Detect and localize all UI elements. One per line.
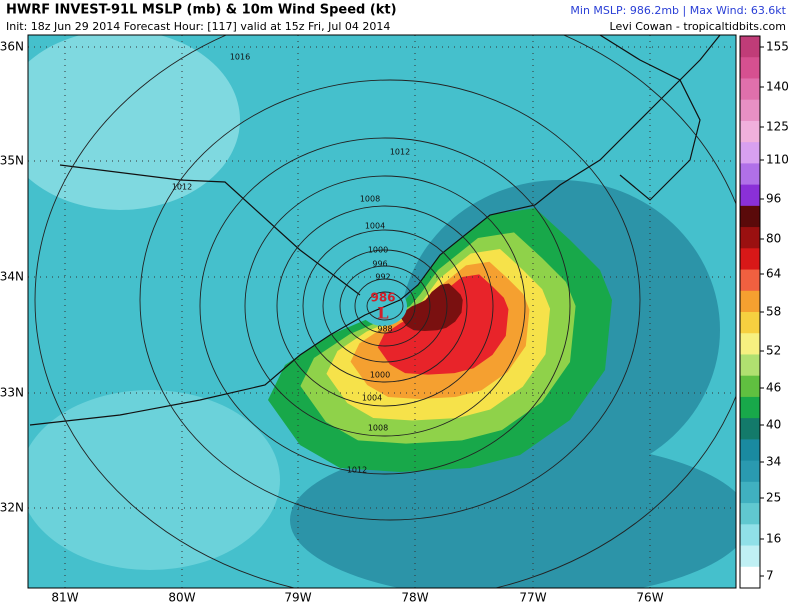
- colorbar-label: 80: [766, 232, 781, 246]
- colorbar-label: 34: [766, 455, 781, 469]
- colorbar-band: [740, 418, 760, 440]
- colorbar-label: 40: [766, 418, 781, 432]
- isobar-label: 1012: [390, 148, 410, 157]
- colorbar-band: [740, 481, 760, 504]
- isobar-label: 1012: [347, 466, 367, 475]
- colorbar-band: [740, 142, 760, 164]
- colorbar-band: [740, 566, 760, 589]
- colorbar-band: [740, 354, 760, 377]
- lon-label: 79W: [284, 591, 311, 605]
- colorbar-band: [740, 78, 760, 101]
- lat-label: 34N: [0, 270, 24, 284]
- center-pressure: 986: [370, 291, 395, 305]
- graticule: [28, 35, 736, 588]
- lat-label: 32N: [0, 501, 24, 515]
- isobar-label: 1000: [368, 246, 388, 255]
- isobar-label: 992: [375, 273, 390, 282]
- colorbar-band: [740, 333, 760, 355]
- colorbar-band: [740, 227, 760, 249]
- colorbar-band: [740, 269, 760, 292]
- colorbar-label: 140: [766, 80, 789, 94]
- colorbar-label: 46: [766, 381, 781, 395]
- low-symbol: L: [377, 304, 388, 323]
- isobar-label: 1016: [230, 53, 250, 62]
- colorbar-band: [740, 439, 760, 462]
- colorbar-band: [740, 205, 760, 228]
- isobar-label: 988: [377, 325, 392, 334]
- isobar-label: 1004: [362, 394, 382, 403]
- colorbar-band: [740, 248, 760, 271]
- lat-label: 36N: [0, 40, 24, 54]
- colorbar-band: [740, 396, 760, 419]
- isobar-label: 1004: [365, 222, 385, 231]
- colorbar-label: 110: [766, 153, 789, 167]
- isobar-label: 1012: [172, 183, 192, 192]
- colorbar-label: 58: [766, 305, 781, 319]
- lon-label: 78W: [401, 591, 428, 605]
- lon-label: 80W: [168, 591, 195, 605]
- colorbar-label: 16: [766, 532, 781, 546]
- eye: [359, 286, 407, 326]
- isobar-label: 996: [372, 260, 387, 269]
- map-frame: [27, 34, 737, 589]
- colorbar-band: [740, 120, 760, 143]
- calm-area: [28, 390, 280, 570]
- colorbar-band: [740, 57, 760, 79]
- colorbar-label: 25: [766, 491, 781, 505]
- subtitle: Init: 18z Jun 29 2014 Forecast Hour: [11…: [6, 20, 390, 33]
- colorbar-band: [740, 312, 760, 334]
- colorbar-band: [740, 36, 760, 58]
- stats: Min MSLP: 986.2mb | Max Wind: 63.6kt: [570, 4, 786, 17]
- isobar-label: 1008: [360, 195, 380, 204]
- colorbar-band: [740, 99, 760, 122]
- lat-label: 33N: [0, 386, 24, 400]
- colorbar: 155 140 125 110 96 80 64 58 52 46 40 34 25 16 7: [739, 35, 789, 589]
- map: [28, 35, 736, 588]
- coastline: [29, 35, 721, 426]
- lat-label: 35N: [0, 154, 24, 168]
- colorbar-band: [740, 375, 760, 398]
- colorbar-label: 96: [766, 192, 781, 206]
- isobar-label: 1000: [370, 371, 390, 380]
- colorbar-label: 52: [766, 344, 781, 358]
- colorbar-band: [740, 163, 760, 186]
- lon-label: 77W: [519, 591, 546, 605]
- colorbar-band: [740, 524, 760, 547]
- colorbar-band: [740, 460, 760, 483]
- colorbar-band: [740, 545, 760, 568]
- isobar-label: 1008: [368, 424, 388, 433]
- colorbar-label: 7: [766, 569, 774, 583]
- colorbar-band: [740, 184, 760, 207]
- wind-band: [290, 440, 736, 588]
- colorbar-label: 125: [766, 120, 789, 134]
- colorbar-label: 64: [766, 267, 781, 281]
- credit: Levi Cowan - tropicaltidbits.com: [610, 20, 786, 33]
- title: HWRF INVEST-91L MSLP (mb) & 10m Wind Spe…: [6, 3, 397, 18]
- colorbar-band: [740, 503, 760, 525]
- lon-label: 81W: [51, 591, 78, 605]
- lon-label: 76W: [636, 591, 663, 605]
- isobars: [34, 35, 736, 588]
- labels: 36N 35N 34N 33N 32N 81W 80W 79W 78W 77W 76W 1016 101…: [0, 40, 664, 605]
- colorbar-label: 155: [766, 40, 789, 54]
- colorbar-band: [740, 290, 760, 313]
- calm-area: [28, 35, 240, 210]
